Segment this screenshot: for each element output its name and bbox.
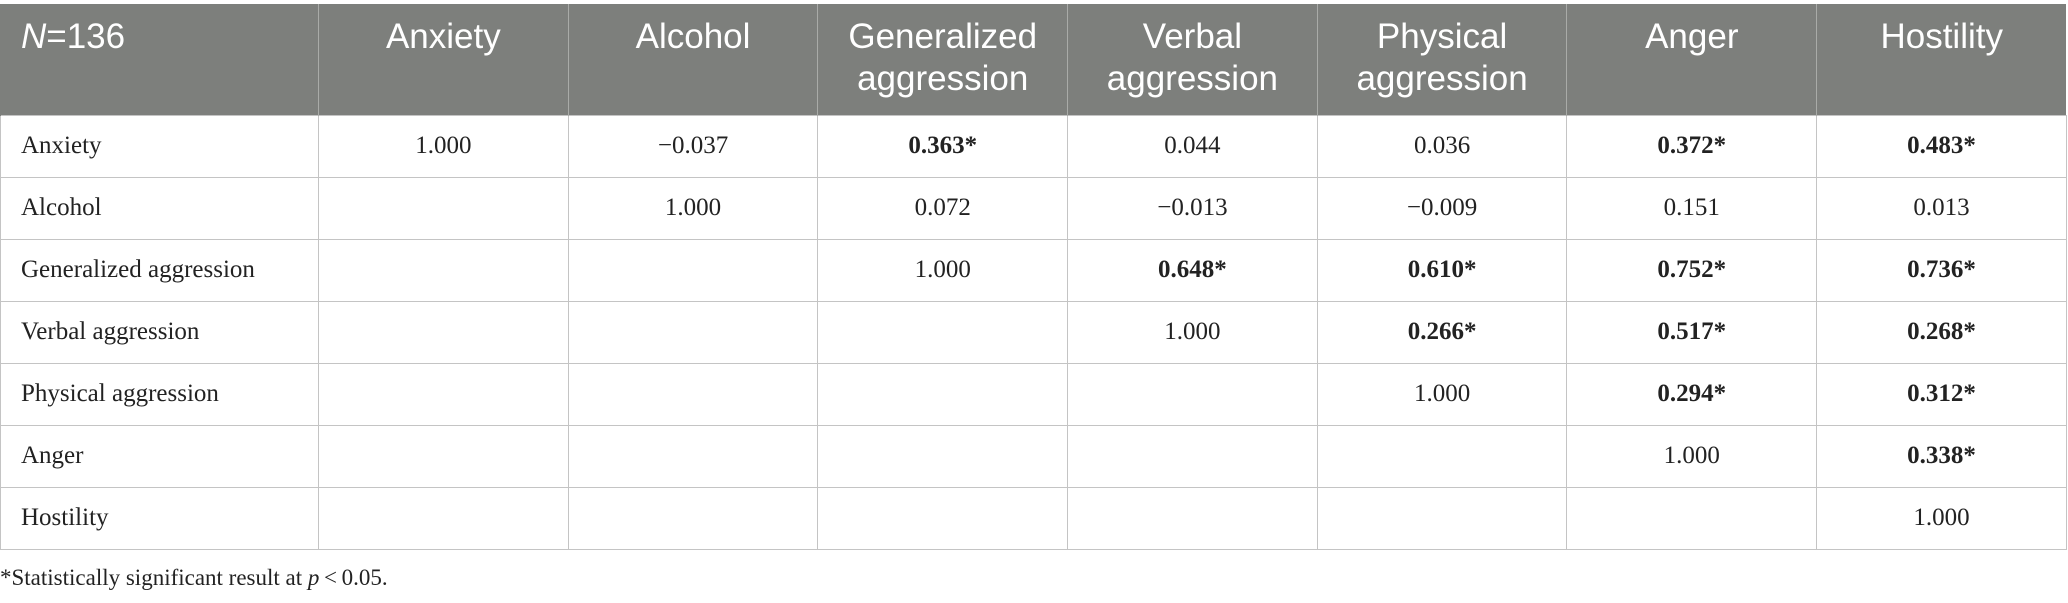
- table-cell: 0.363*: [817, 114, 1069, 178]
- table-cell: 0.648*: [1067, 238, 1318, 302]
- row-label: Hostility: [0, 486, 319, 550]
- column-header: Alcohol: [567, 4, 818, 115]
- column-header: Anxiety: [318, 4, 569, 115]
- table-body: Anxiety 1.000 −0.037 0.363* 0.044 0.036 0.372*…: [0, 114, 2067, 550]
- header-sample-size: N=136: [0, 4, 319, 115]
- table-cell: [817, 362, 1069, 426]
- table-cell: [318, 176, 569, 240]
- table-cell: 0.013: [1816, 176, 2067, 240]
- sample-size-value: =136: [46, 17, 126, 56]
- table-cell: [318, 424, 569, 488]
- table-cell: 1.000: [1566, 424, 1818, 488]
- table-cell: [817, 486, 1069, 550]
- column-header: Generalized aggression: [817, 4, 1068, 115]
- table-cell: [318, 486, 569, 550]
- table-cell: 0.044: [1067, 114, 1318, 178]
- table-cell: [567, 486, 819, 550]
- table-cell: 0.151: [1566, 176, 1818, 240]
- table-cell: [1067, 486, 1318, 550]
- table-cell: [1067, 424, 1318, 488]
- table-cell: 0.338*: [1816, 424, 2067, 488]
- row-label: Generalized aggression: [0, 238, 319, 302]
- table-cell: 0.268*: [1816, 300, 2067, 364]
- footnote-prefix: *Statistically significant result at: [0, 565, 308, 590]
- table-cell: [567, 300, 819, 364]
- row-label: Alcohol: [0, 176, 319, 240]
- table-cell: −0.037: [567, 114, 819, 178]
- table-cell: 1.000: [567, 176, 819, 240]
- table-cell: −0.009: [1316, 176, 1568, 240]
- sample-size-symbol: N: [21, 17, 47, 56]
- table-cell: 0.372*: [1566, 114, 1818, 178]
- table-cell: 0.294*: [1566, 362, 1818, 426]
- table-cell: 0.736*: [1816, 238, 2067, 302]
- table-row: Alcohol 1.000 0.072 −0.013 −0.009 0.151 0.013: [0, 176, 2067, 240]
- footnote-suffix: < 0.05.: [319, 565, 388, 590]
- table-cell: 0.036: [1316, 114, 1568, 178]
- table-cell: 0.610*: [1316, 238, 1568, 302]
- table-cell: [1316, 486, 1568, 550]
- table-cell: 1.000: [1067, 300, 1318, 364]
- table-cell: 1.000: [817, 238, 1069, 302]
- table-cell: [567, 238, 819, 302]
- table-header: N=136 Anxiety Alcohol Generalized aggres…: [0, 4, 2067, 115]
- table-cell: [817, 300, 1069, 364]
- table-cell: [1067, 362, 1318, 426]
- table-cell: 1.000: [1316, 362, 1568, 426]
- table-row: Anxiety 1.000 −0.037 0.363* 0.044 0.036 0.372*…: [0, 114, 2067, 178]
- table-cell: [318, 238, 569, 302]
- table-row: Verbal aggression 1.000 0.266* 0.517* 0.268*: [0, 300, 2067, 364]
- row-label: Anger: [0, 424, 319, 488]
- column-header: Physical aggression: [1316, 4, 1567, 115]
- table-cell: 0.483*: [1816, 114, 2067, 178]
- table-cell: [318, 300, 569, 364]
- table-row: Generalized aggression 1.000 0.648* 0.610* 0…: [0, 238, 2067, 302]
- column-header: Anger: [1566, 4, 1817, 115]
- column-header: Verbal aggression: [1067, 4, 1318, 115]
- table-cell: 0.312*: [1816, 362, 2067, 426]
- table-cell: [567, 362, 819, 426]
- table-cell: [1316, 424, 1568, 488]
- table-cell: −0.013: [1067, 176, 1318, 240]
- table-cell: 0.752*: [1566, 238, 1818, 302]
- correlation-table: N=136 Anxiety Alcohol Generalized aggres…: [0, 4, 2067, 550]
- row-label: Anxiety: [0, 114, 319, 178]
- row-label: Physical aggression: [0, 362, 319, 426]
- table-cell: 1.000: [1816, 486, 2067, 550]
- table-cell: [318, 362, 569, 426]
- table-row: Hostility 1.000: [0, 486, 2067, 550]
- table-cell: [817, 424, 1069, 488]
- table-cell: 0.517*: [1566, 300, 1818, 364]
- column-header: Hostility: [1816, 4, 2067, 115]
- table-cell: [1566, 486, 1818, 550]
- table-row: Anger 1.000 0.338*: [0, 424, 2067, 488]
- table-footnote: *Statistically significant result at p <…: [0, 565, 388, 591]
- footnote-p-symbol: p: [307, 565, 320, 590]
- table-cell: 0.266*: [1316, 300, 1568, 364]
- table-cell: [567, 424, 819, 488]
- table-row: Physical aggression 1.000 0.294* 0.312*: [0, 362, 2067, 426]
- table-cell: 1.000: [318, 114, 569, 178]
- table-cell: 0.072: [817, 176, 1069, 240]
- row-label: Verbal aggression: [0, 300, 319, 364]
- header-row: N=136 Anxiety Alcohol Generalized aggres…: [0, 4, 2067, 115]
